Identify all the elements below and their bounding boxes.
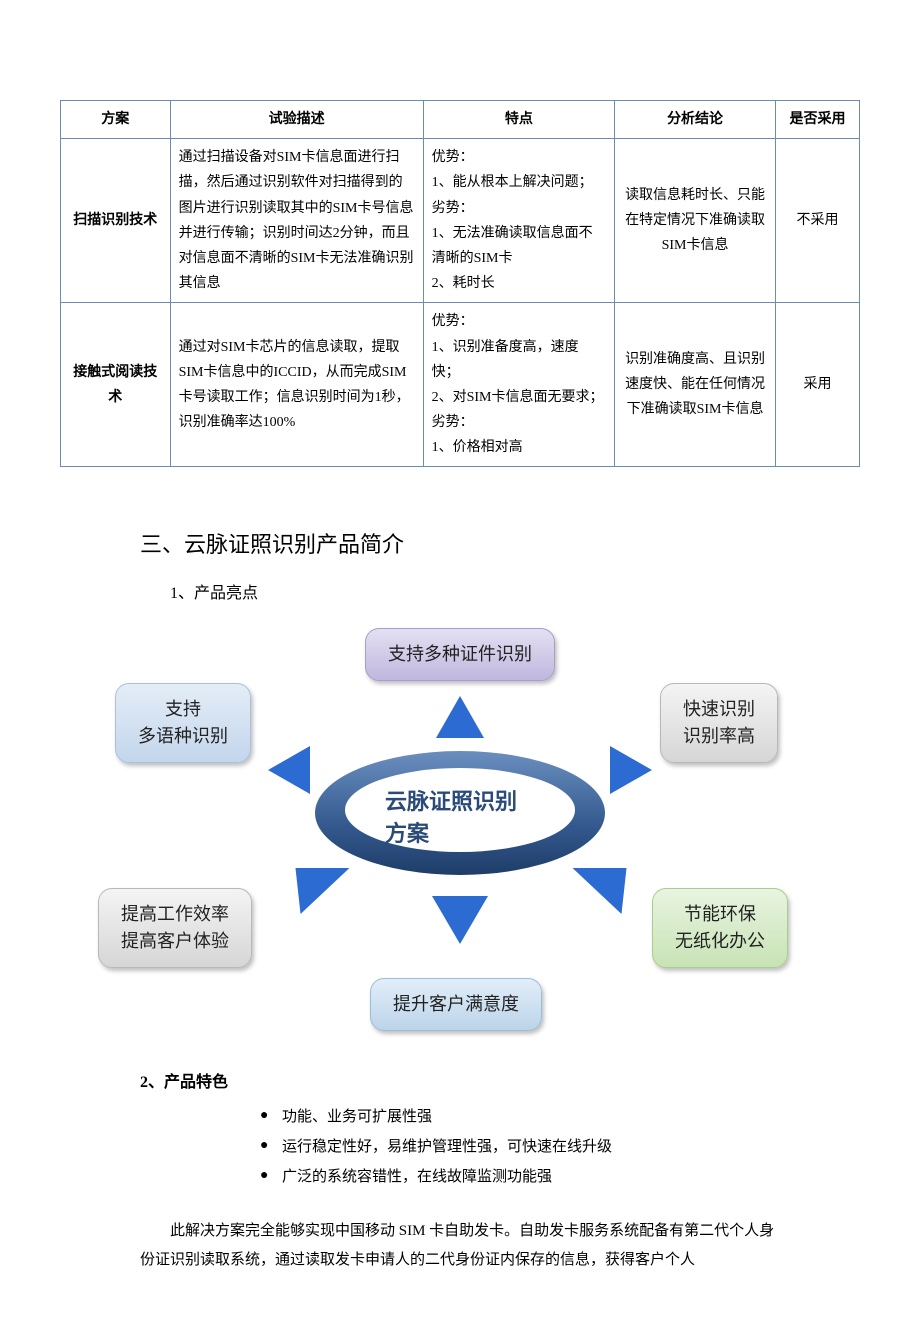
arrow-downleft-icon (281, 868, 350, 914)
cell-adopt: 不采用 (775, 139, 859, 303)
feature-item: 广泛的系统容错性，在线故障监测功能强 (260, 1162, 860, 1192)
cell-feat: 优势： 1、识别准备度高，速度快； 2、对SIM卡信息面无要求； 劣势： 1、价… (423, 303, 615, 467)
cell-feat: 优势： 1、能从根本上解决问题； 劣势： 1、无法准确读取信息面不清晰的SIM卡… (423, 139, 615, 303)
cell-desc: 通过扫描设备对SIM卡信息面进行扫描，然后通过识别软件对扫描得到的图片进行识别读… (170, 139, 423, 303)
arrow-down-icon (432, 896, 488, 944)
section3-title: 三、云脉证照识别产品简介 (140, 527, 860, 559)
cell-desc: 通过对SIM卡芯片的信息读取，提取SIM卡信息中的ICCID，从而完成SIM卡号… (170, 303, 423, 467)
pill-top-right: 快速识别 识别率高 (660, 683, 778, 763)
table-row: 接触式阅读技术 通过对SIM卡芯片的信息读取，提取SIM卡信息中的ICCID，从… (61, 303, 860, 467)
th-adopt: 是否采用 (775, 101, 859, 139)
arrow-right-icon (610, 746, 652, 794)
cell-analysis: 识别准确度高、且识别速度快、能在任何情况下准确读取SIM卡信息 (615, 303, 776, 467)
th-feat: 特点 (423, 101, 615, 139)
body-paragraph: 此解决方案完全能够实现中国移动 SIM 卡自助发卡。自助发卡服务系统配备有第二代… (140, 1217, 780, 1274)
cell-adopt: 采用 (775, 303, 859, 467)
pill-top: 支持多种证件识别 (365, 628, 555, 681)
pill-bottom: 提升客户满意度 (370, 978, 542, 1031)
cell-plan: 扫描识别技术 (61, 139, 171, 303)
center-label: 云脉证照识别方案 (385, 784, 535, 848)
th-plan: 方案 (61, 101, 171, 139)
table-row: 扫描识别技术 通过扫描设备对SIM卡信息面进行扫描，然后通过识别软件对扫描得到的… (61, 139, 860, 303)
pill-bottom-right: 节能环保 无纸化办公 (652, 888, 788, 968)
comparison-table: 方案 试验描述 特点 分析结论 是否采用 扫描识别技术 通过扫描设备对SIM卡信… (60, 100, 860, 467)
th-analysis: 分析结论 (615, 101, 776, 139)
cell-analysis: 读取信息耗时长、只能在特定情况下准确读取SIM卡信息 (615, 139, 776, 303)
feature-item: 功能、业务可扩展性强 (260, 1102, 860, 1132)
section3-sub2: 2、产品特色 (140, 1068, 860, 1092)
feature-item: 运行稳定性好，易维护管理性强，可快速在线升级 (260, 1132, 860, 1162)
arrow-downright-icon (573, 868, 642, 914)
pill-bottom-left: 提高工作效率 提高客户体验 (98, 888, 252, 968)
features-list: 功能、业务可扩展性强 运行稳定性好，易维护管理性强，可快速在线升级 广泛的系统容… (260, 1102, 860, 1192)
arrow-left-icon (268, 746, 310, 794)
cell-plan: 接触式阅读技术 (61, 303, 171, 467)
product-highlights-diagram: 云脉证照识别方案 支持多种证件识别 快速识别 识别率高 节能环保 无纸化办公 提… (80, 618, 840, 1048)
arrow-up-icon (436, 696, 484, 738)
center-ring: 云脉证照识别方案 (310, 738, 610, 888)
pill-top-left: 支持 多语种识别 (115, 683, 251, 763)
th-desc: 试验描述 (170, 101, 423, 139)
section3-sub1: 1、产品亮点 (170, 579, 860, 603)
